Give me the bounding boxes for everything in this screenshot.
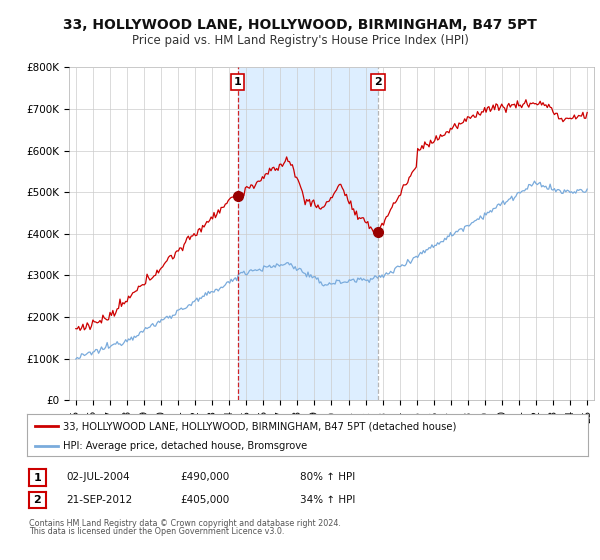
Text: 33, HOLLYWOOD LANE, HOLLYWOOD, BIRMINGHAM, B47 5PT (detached house): 33, HOLLYWOOD LANE, HOLLYWOOD, BIRMINGHA… <box>64 421 457 431</box>
Text: 80% ↑ HPI: 80% ↑ HPI <box>300 472 355 482</box>
Text: £490,000: £490,000 <box>180 472 229 482</box>
Text: £405,000: £405,000 <box>180 494 229 505</box>
Text: 33, HOLLYWOOD LANE, HOLLYWOOD, BIRMINGHAM, B47 5PT: 33, HOLLYWOOD LANE, HOLLYWOOD, BIRMINGHA… <box>63 18 537 32</box>
Text: 02-JUL-2004: 02-JUL-2004 <box>66 472 130 482</box>
Text: 21-SEP-2012: 21-SEP-2012 <box>66 494 132 505</box>
Text: 2: 2 <box>34 495 41 505</box>
Text: 34% ↑ HPI: 34% ↑ HPI <box>300 494 355 505</box>
Text: This data is licensed under the Open Government Licence v3.0.: This data is licensed under the Open Gov… <box>29 528 284 536</box>
Bar <box>238 67 378 400</box>
Text: Price paid vs. HM Land Registry's House Price Index (HPI): Price paid vs. HM Land Registry's House … <box>131 34 469 47</box>
Text: HPI: Average price, detached house, Bromsgrove: HPI: Average price, detached house, Brom… <box>64 441 308 451</box>
Text: 2: 2 <box>374 77 382 87</box>
Text: 1: 1 <box>34 473 41 483</box>
Text: Contains HM Land Registry data © Crown copyright and database right 2024.: Contains HM Land Registry data © Crown c… <box>29 519 341 528</box>
Text: 1: 1 <box>234 77 242 87</box>
